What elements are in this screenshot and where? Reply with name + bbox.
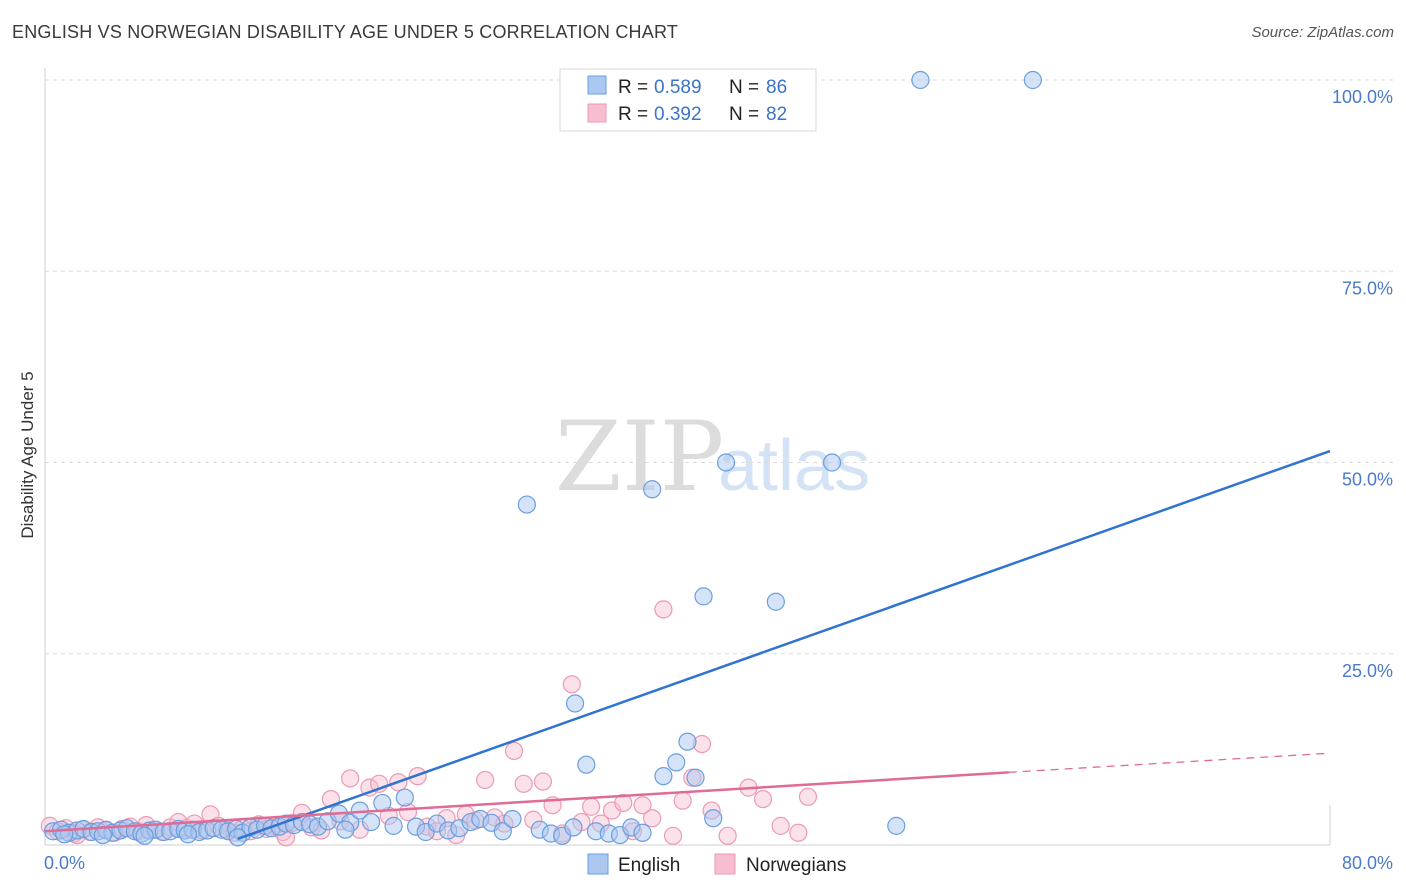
legend-top: R = 0.589 N = 86 R = 0.392 N = 82 xyxy=(559,68,817,132)
english-point-66 xyxy=(643,480,662,499)
english-point-85 xyxy=(565,694,585,713)
english-point-69 xyxy=(678,732,697,751)
norwegian-point-68 xyxy=(654,600,673,619)
english-point-43 xyxy=(384,816,403,835)
legend-english-r-value: 0.589 xyxy=(654,77,702,98)
norwegian-point-64 xyxy=(614,793,633,813)
english-point-55 xyxy=(517,495,536,514)
legend-norwegian-r-value: 0.392 xyxy=(654,104,702,125)
y-tick-label-75: 75.0% xyxy=(1342,278,1393,298)
english-point-60 xyxy=(577,755,596,774)
english-point-41 xyxy=(361,812,381,832)
english-point-54 xyxy=(503,809,522,829)
legend-bottom: English Norwegians xyxy=(587,853,846,876)
english-point-74 xyxy=(766,592,785,611)
watermark: ZIP atlas xyxy=(555,401,870,513)
norwegian-point-61 xyxy=(582,797,601,816)
legend-english-swatch xyxy=(587,75,607,95)
norwegian-point-54 xyxy=(514,774,533,793)
english-point-65 xyxy=(633,823,652,842)
english-point-75 xyxy=(822,453,842,472)
norwegian-point-70 xyxy=(673,791,692,810)
english-point-72 xyxy=(704,809,723,828)
english-trend-line xyxy=(237,449,1331,841)
legend-norwegian-r-label: R = xyxy=(618,104,648,125)
x-tick-labels: 0.0% 80.0% xyxy=(44,853,1393,873)
english-point-53 xyxy=(493,822,512,841)
norwegian-point-74 xyxy=(718,826,737,845)
english-point-76 xyxy=(911,70,930,90)
norwegian-point-78 xyxy=(789,823,808,842)
y-tick-label-100: 100.0% xyxy=(1332,87,1393,107)
norwegian-point-50 xyxy=(476,770,495,790)
y-axis-label: Disability Age Under 5 xyxy=(18,371,37,538)
legend-english-n-label: N = xyxy=(729,77,759,98)
english-point-59 xyxy=(564,818,583,837)
y-tick-labels: 100.0% 75.0% 50.0% 25.0% xyxy=(1332,87,1393,681)
english-point-84 xyxy=(336,820,355,839)
legend-bottom-english-swatch xyxy=(587,853,609,875)
norwegian-points xyxy=(40,600,818,847)
english-point-70 xyxy=(686,768,705,787)
chart-title: ENGLISH VS NORWEGIAN DISABILITY AGE UNDE… xyxy=(12,22,679,42)
legend-bottom-norwegian-swatch xyxy=(714,853,736,875)
source-label: Source: ZipAtlas.com xyxy=(1251,24,1394,41)
english-point-83 xyxy=(228,828,247,847)
legend-english-r-label: R = xyxy=(618,77,648,98)
english-points xyxy=(43,70,1042,847)
legend-bottom-english-label: English xyxy=(618,855,680,876)
grid xyxy=(45,79,1393,655)
english-point-73 xyxy=(716,453,736,472)
english-point-79 xyxy=(55,825,74,844)
norwegian-point-56 xyxy=(533,772,553,791)
norwegian-point-59 xyxy=(562,675,581,694)
y-tick-label-25: 25.0% xyxy=(1342,661,1393,681)
english-point-77 xyxy=(887,816,906,835)
norwegian-point-77 xyxy=(771,816,790,835)
english-point-42 xyxy=(373,793,392,813)
norwegian-point-66 xyxy=(633,796,652,815)
english-point-44 xyxy=(395,788,414,807)
trend-lines xyxy=(44,449,1331,841)
norwegian-point-79 xyxy=(798,787,818,806)
english-point-71 xyxy=(694,587,713,606)
x-tick-label-max: 80.0% xyxy=(1342,853,1393,873)
english-point-68 xyxy=(667,753,686,772)
english-point-82 xyxy=(178,825,198,844)
english-point-67 xyxy=(654,767,673,786)
norwegian-point-36 xyxy=(341,769,360,788)
legend-bottom-norwegian-label: Norwegians xyxy=(746,855,846,876)
legend-english-n-value: 86 xyxy=(766,77,787,98)
legend-norwegian-n-label: N = xyxy=(729,104,759,125)
norwegian-point-76 xyxy=(753,789,773,809)
norwegian-trend-line-extension xyxy=(1008,752,1331,773)
legend-norwegian-n-value: 82 xyxy=(766,104,787,125)
legend-norwegian-swatch xyxy=(587,103,607,123)
norwegian-point-53 xyxy=(504,741,524,761)
norwegian-point-69 xyxy=(663,826,683,845)
english-point-78 xyxy=(1023,70,1042,90)
norwegian-point-67 xyxy=(643,809,662,828)
english-point-81 xyxy=(135,826,154,845)
norwegian-trend-line xyxy=(44,771,1009,833)
watermark-zip: ZIP xyxy=(555,401,724,513)
watermark-atlas: atlas xyxy=(718,426,870,506)
y-tick-label-50: 50.0% xyxy=(1342,470,1393,490)
x-tick-label-min: 0.0% xyxy=(44,853,85,873)
